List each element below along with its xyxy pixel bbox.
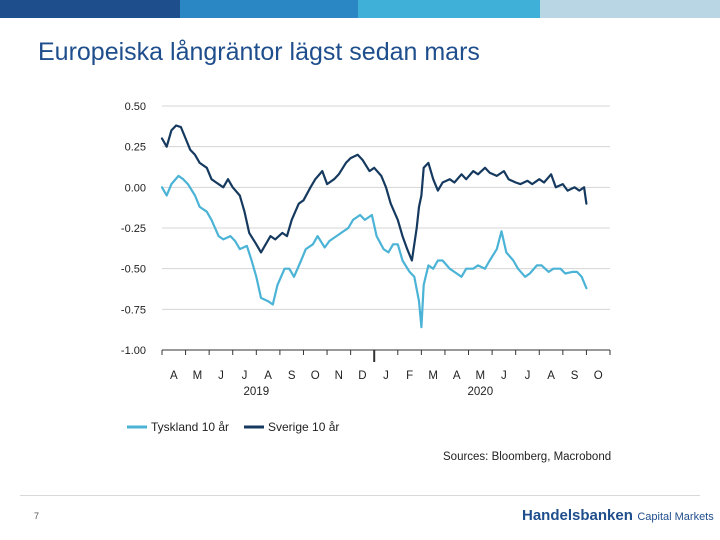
y-tick-label: -0.75 <box>121 304 146 316</box>
legend-label-1: Tyskland 10 år <box>151 420 229 434</box>
slide-title: Europeiska långräntor lägst sedan mars <box>38 38 480 66</box>
month-label: O <box>594 370 603 382</box>
top-color-bar <box>0 0 720 18</box>
month-label: S <box>571 370 579 382</box>
top-bar-segment-4 <box>540 0 720 18</box>
top-bar-segment-3 <box>358 0 540 18</box>
month-label: J <box>242 370 248 382</box>
year-label: 2019 <box>244 386 270 398</box>
source-note: Sources: Bloomberg, Macrobond <box>443 451 612 463</box>
y-tick-label: 0.25 <box>125 142 146 154</box>
month-label: A <box>453 370 461 382</box>
series-line-1 <box>160 174 588 329</box>
top-bar-segment-2 <box>180 0 358 18</box>
month-label: J <box>525 370 531 382</box>
y-tick-label: -0.25 <box>121 223 146 235</box>
month-label: S <box>288 370 296 382</box>
logo-light-text: Capital Markets <box>637 511 714 523</box>
month-label: J <box>501 370 507 382</box>
page-number: 7 <box>34 511 40 521</box>
y-tick-label: -0.50 <box>121 264 146 276</box>
y-tick-label: 0.50 <box>125 101 146 113</box>
y-tick-label: -1.00 <box>121 345 146 357</box>
footer-divider <box>20 495 700 496</box>
logo-bold-text: Handelsbanken <box>522 507 633 524</box>
top-bar-segment-1 <box>0 0 180 18</box>
legend-label-2: Sverige 10 år <box>268 420 339 434</box>
month-label: M <box>193 370 203 382</box>
month-label: M <box>428 370 438 382</box>
month-label: A <box>170 370 178 382</box>
month-label: F <box>406 370 413 382</box>
month-label: N <box>335 370 343 382</box>
year-label: 2020 <box>468 386 494 398</box>
month-label: J <box>383 370 389 382</box>
month-label: D <box>358 370 366 382</box>
series-line-2 <box>160 124 588 262</box>
y-tick-label: 0.00 <box>125 182 146 194</box>
month-label: A <box>264 370 272 382</box>
month-label: A <box>547 370 555 382</box>
month-label: M <box>476 370 486 382</box>
month-label: O <box>311 370 320 382</box>
month-label: J <box>218 370 224 382</box>
handelsbanken-logo: Handelsbanken Capital Markets <box>522 507 714 525</box>
